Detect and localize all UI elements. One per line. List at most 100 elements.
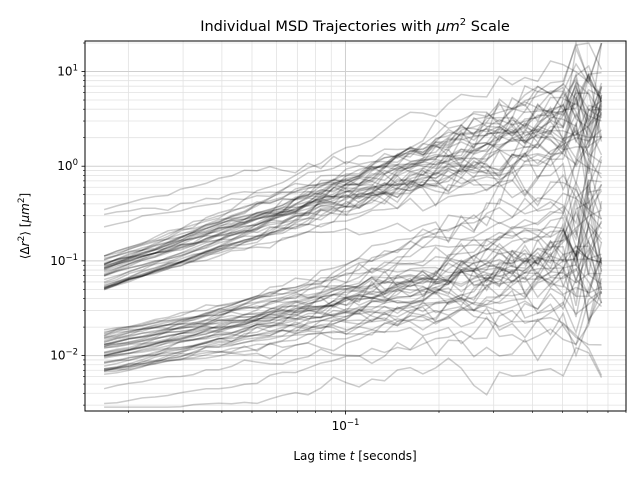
trajectory-line [103, 77, 603, 271]
trajectory-line [103, 92, 603, 259]
chart-title-sup: 2 [460, 17, 466, 28]
trajectory-line [103, 104, 603, 290]
trajectory-line [104, 267, 602, 338]
trajectory-line [103, 200, 602, 337]
trajectory-line [103, 94, 603, 291]
major-gridlines [85, 41, 626, 411]
trajectory-line [103, 257, 603, 372]
trajectory-line [103, 287, 603, 364]
trajectory-line [103, 71, 602, 261]
trajectory-line [103, 45, 603, 264]
trajectory-line [103, 85, 603, 261]
trajectory-line [103, 122, 603, 286]
trajectory-line [104, 253, 602, 370]
trajectory-line [103, 195, 603, 358]
trajectory-line [103, 100, 602, 272]
plot-frame [84, 40, 627, 412]
y-axis-label-open: ⟨Δ [18, 246, 32, 260]
trajectory-line [103, 109, 603, 216]
trajectory-line [103, 71, 603, 257]
trajectory-line [103, 211, 603, 348]
trajectory-line [103, 155, 603, 340]
trajectory-line [103, 179, 602, 372]
y-axis-label-mid: ⟩ [ [18, 223, 32, 236]
trajectory-line [103, 81, 603, 267]
trajectory-line [104, 346, 603, 408]
trajectory-line [104, 183, 603, 349]
chart-title-italic: μm [435, 19, 459, 35]
trajectory-line [103, 40, 603, 269]
trajectory-line [104, 278, 603, 371]
trajectory-line [103, 247, 603, 349]
chart-title: Individual MSD Trajectories with μm2 Sca… [200, 17, 510, 35]
trajectory-line [103, 129, 602, 290]
x-axis-label: Lag time t [seconds] [293, 449, 416, 463]
x-tick-label: 10−1 [332, 418, 360, 433]
y-axis-label-italic: r [18, 240, 32, 246]
trajectory-line [103, 111, 603, 273]
trajectory-line [104, 179, 603, 348]
y-tick-label: 10−1 [50, 253, 78, 268]
x-axis-label-prefix: Lag time [293, 449, 349, 463]
trajectory-line [103, 239, 602, 353]
trajectory-line [103, 222, 603, 345]
trajectory-line [103, 225, 603, 336]
trajectory-line [103, 113, 603, 289]
trajectory-line [104, 269, 603, 376]
y-axis-label: ⟨Δr2⟩ [μm2] [17, 193, 32, 260]
trajectory-line [103, 220, 603, 358]
trajectory-line [103, 210, 603, 359]
y-tick-label: 101 [57, 64, 78, 79]
trajectory-line [103, 184, 603, 357]
y-axis-label-sup1: 2 [17, 236, 27, 242]
trajectory-line [103, 197, 603, 331]
trajectory-line [103, 110, 603, 257]
x-axis-label-suffix: [seconds] [354, 449, 416, 463]
trajectory-line [103, 190, 603, 290]
axis-ticks: 10−1 10−2 10−1 100 101 [50, 42, 627, 433]
y-axis-label-close: ] [18, 193, 32, 198]
trajectory-line [103, 42, 603, 266]
trajectory-line [103, 249, 603, 355]
trajectory-line [103, 184, 603, 357]
trajectory-line [104, 242, 603, 370]
trajectory-line [103, 96, 603, 289]
trajectory-line [103, 42, 603, 275]
trajectory-line [103, 104, 602, 287]
trajectory-line [103, 42, 603, 281]
trajectory-line [103, 127, 602, 265]
trajectory-line [103, 238, 603, 343]
trajectory-line [103, 157, 603, 236]
y-axis-label-sup2: 2 [17, 197, 27, 203]
trajectory-line [103, 158, 602, 346]
trajectory-line [103, 84, 603, 269]
trajectory-line [103, 188, 602, 342]
trajectory-line [103, 251, 603, 370]
y-tick-label: 100 [57, 158, 78, 173]
trajectory-line [104, 232, 603, 345]
trajectory-line [103, 88, 602, 270]
trajectory-line [103, 73, 603, 211]
chart-title-prefix: Individual MSD Trajectories with [200, 19, 436, 35]
trajectory-line [103, 159, 603, 339]
trajectory-line [103, 322, 602, 390]
trajectory-line [103, 85, 603, 277]
trajectory-line [103, 163, 603, 346]
x-axis-label-italic: t [350, 449, 356, 463]
trajectory-line [103, 200, 603, 367]
y-axis-label-italic2: μm [18, 203, 32, 223]
trajectory-lines [103, 40, 603, 408]
trajectory-line [103, 94, 603, 268]
trajectory-line [103, 73, 603, 291]
trajectory-line [104, 209, 602, 373]
trajectory-line [103, 80, 603, 265]
trajectory-line [103, 97, 603, 288]
trajectory-line [103, 180, 602, 335]
trajectory-line [103, 122, 602, 269]
trajectory-line [103, 62, 602, 266]
trajectory-line [103, 230, 603, 356]
trajectory-line [103, 64, 603, 257]
y-tick-label: 10−2 [50, 348, 78, 363]
trajectory-line [103, 108, 602, 289]
